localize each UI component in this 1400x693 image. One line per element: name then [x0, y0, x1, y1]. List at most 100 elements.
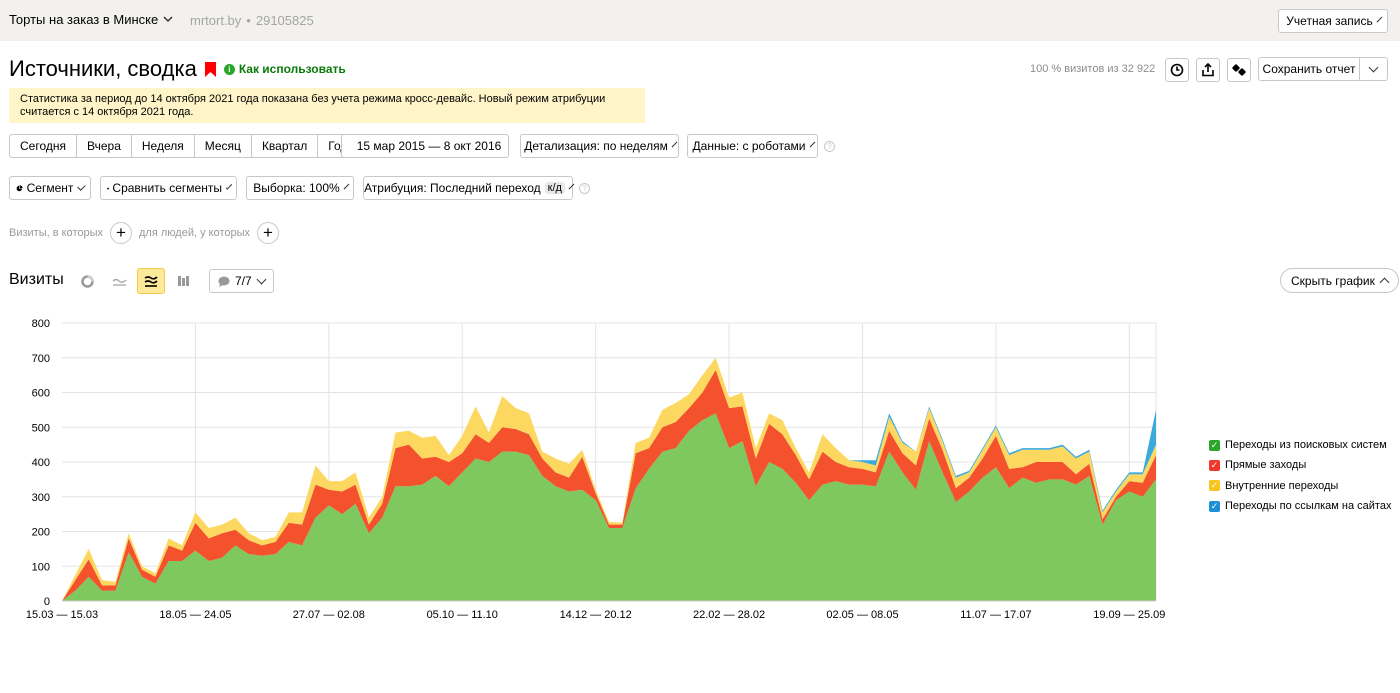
people-filter-label: для людей, у которых — [139, 227, 250, 239]
line-chart-icon — [112, 278, 126, 286]
chart-legend: ✓ Переходы из поисковых систем ✓ Прямые … — [1209, 435, 1391, 516]
y-tick-label: 600 — [32, 388, 50, 400]
add-people-filter-button[interactable]: + — [257, 222, 279, 244]
counter-meta: mrtort.by • 29105825 — [190, 13, 314, 28]
chevron-down-icon — [256, 274, 267, 284]
account-button[interactable]: Учетная запись — [1278, 9, 1388, 33]
chevron-down-icon — [1376, 16, 1383, 22]
save-report-menu-button[interactable] — [1360, 57, 1388, 81]
area-chart-icon — [144, 276, 158, 287]
x-tick-label: 18.05 — 24.05 — [159, 609, 231, 621]
legend-item-search[interactable]: ✓ Переходы из поисковых систем — [1209, 435, 1391, 455]
checkbox-icon: ✓ — [1209, 439, 1220, 451]
x-tick-label: 22.02 — 28.02 — [693, 609, 765, 621]
comment-icon — [218, 276, 230, 287]
y-tick-label: 100 — [32, 561, 50, 573]
legend-label: Внутренние переходы — [1225, 479, 1339, 492]
attribution-select[interactable]: Атрибуция: Последний переход к/д — [363, 176, 575, 200]
add-visit-filter-button[interactable]: + — [110, 222, 132, 244]
counter-selector[interactable]: Торты на заказ в Минске — [9, 12, 173, 27]
chart-type-line[interactable] — [105, 268, 133, 294]
counter-name: Торты на заказ в Минске — [9, 12, 159, 27]
legend-item-referral[interactable]: ✓ Переходы по ссылкам на сайтах — [1209, 496, 1391, 516]
period-week-button[interactable]: Неделя — [130, 134, 195, 158]
checkbox-icon: ✓ — [1209, 500, 1220, 512]
filters-row: Визиты, в которых + для людей, у которых… — [9, 222, 286, 244]
hide-chart-button[interactable]: Скрыть график — [1280, 268, 1399, 293]
y-tick-label: 700 — [32, 353, 50, 365]
howto-label: Как использовать — [238, 62, 346, 76]
period-month-button[interactable]: Месяц — [193, 134, 252, 158]
clock-icon — [1170, 63, 1184, 77]
checkbox-icon: ✓ — [1209, 480, 1220, 492]
chart-type-bars[interactable] — [169, 268, 197, 294]
chart-type-pie[interactable] — [73, 268, 101, 294]
date-range-label: 15 мар 2015 — 8 окт 2016 — [356, 139, 502, 153]
chevron-up-icon — [1379, 277, 1390, 288]
chevron-down-icon — [671, 141, 678, 147]
cross-device-badge: к/д — [544, 182, 565, 194]
info-icon: i — [223, 63, 235, 75]
export-button[interactable] — [1196, 58, 1220, 82]
visits-filter-label: Визиты, в которых — [9, 227, 103, 239]
segment-label: Сегмент — [26, 181, 74, 195]
x-tick-label: 19.09 — 25.09 — [1093, 609, 1165, 621]
checkbox-icon: ✓ — [1209, 459, 1220, 471]
chevron-down-icon — [163, 16, 173, 23]
bar-chart-icon — [177, 276, 189, 286]
y-tick-label: 500 — [32, 422, 50, 434]
account-label: Учетная запись — [1286, 14, 1373, 28]
x-tick-label: 02.05 — 08.05 — [826, 609, 898, 621]
data-mode-select[interactable]: Данные: с роботами — [687, 134, 818, 158]
detail-label: Детализация: по неделям — [524, 139, 668, 153]
title-row: Источники, сводка i Как использовать — [9, 56, 346, 82]
chevron-down-icon — [568, 183, 575, 189]
visits-share: 100 % визитов из 32 922 — [1030, 63, 1156, 75]
howto-link[interactable]: i Как использовать — [223, 62, 346, 76]
series-area-search — [62, 413, 1156, 601]
segment-button[interactable]: Сегмент — [9, 176, 91, 200]
detail-select[interactable]: Детализация: по неделям — [520, 134, 679, 158]
period-today-button[interactable]: Сегодня — [9, 134, 77, 158]
compare-icon — [107, 187, 110, 189]
chart-type-area[interactable] — [137, 268, 165, 294]
notice-line-1: Статистика за период до 14 октября 2021 … — [20, 93, 606, 105]
chevron-down-icon — [1368, 62, 1379, 72]
x-tick-label: 14.12 — 20.12 — [560, 609, 632, 621]
help-icon[interactable]: ? — [824, 141, 835, 152]
series-select[interactable]: 7/7 — [209, 269, 274, 293]
notice-line-2: считается с 14 октября 2021 года. — [20, 106, 194, 118]
sample-select[interactable]: Выборка: 100% — [246, 176, 354, 200]
top-bar: Торты на заказ в Минске mrtort.by • 291058… — [0, 0, 1400, 41]
help-icon[interactable]: ? — [579, 183, 590, 194]
date-range-button[interactable]: 15 мар 2015 — 8 окт 2016 — [341, 134, 509, 158]
series-count: 7/7 — [235, 274, 252, 288]
period-quarter-button[interactable]: Квартал — [250, 134, 319, 158]
save-report-group: Сохранить отчет — [1258, 57, 1388, 81]
compare-segments-button[interactable]: Сравнить сегменты — [100, 176, 237, 200]
period-yesterday-button[interactable]: Вчера — [76, 134, 132, 158]
legend-item-direct[interactable]: ✓ Прямые заходы — [1209, 455, 1391, 475]
attribution-notice: Статистика за период до 14 октября 2021 … — [9, 88, 645, 123]
legend-label: Прямые заходы — [1225, 459, 1307, 472]
api-icon — [1232, 64, 1246, 76]
y-tick-label: 300 — [32, 492, 50, 504]
attribution-label: Атрибуция: Последний переход — [364, 181, 541, 195]
api-button[interactable] — [1227, 58, 1251, 82]
pie-chart-icon — [80, 274, 94, 288]
y-tick-label: 400 — [32, 457, 50, 469]
x-tick-label: 05.10 — 11.10 — [427, 609, 498, 621]
save-report-button[interactable]: Сохранить отчет — [1258, 57, 1360, 81]
counter-id: 29105825 — [255, 13, 314, 28]
visits-chart: 0 100 200 300 400 500 600 700 800 15.03 — 15.03 18… — [26, 318, 1165, 621]
pie-chart-icon — [16, 184, 23, 191]
legend-label: Переходы по ссылкам на сайтах — [1225, 500, 1392, 513]
legend-item-internal[interactable]: ✓ Внутренние переходы — [1209, 476, 1391, 496]
period-selector: Сегодня Вчера Неделя Месяц Квартал Год — [9, 134, 359, 158]
chart-title: Визиты — [9, 271, 64, 288]
history-button[interactable] — [1165, 58, 1189, 82]
bookmark-icon[interactable] — [204, 61, 216, 77]
y-tick-label: 200 — [32, 527, 50, 539]
legend-label: Переходы из поисковых систем — [1225, 439, 1387, 452]
y-tick-label: 800 — [32, 318, 50, 330]
